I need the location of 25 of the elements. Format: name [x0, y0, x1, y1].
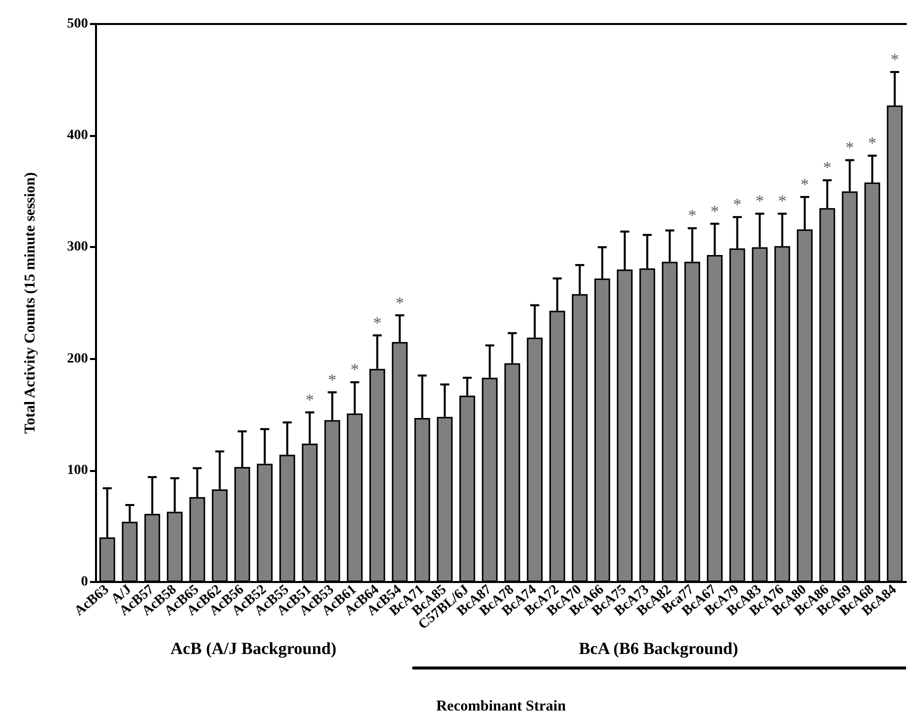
annotation: *: [710, 202, 719, 221]
annotation: *: [350, 360, 359, 380]
y-tick-label: 500: [67, 16, 88, 32]
x-axis-title: Recombinant Strain: [436, 698, 566, 714]
annotation: *: [800, 174, 809, 194]
y-tick-label: 0: [81, 574, 88, 590]
y-tick-label: 200: [67, 351, 88, 366]
annotation: *: [328, 370, 336, 390]
y-tick-label: 400: [67, 128, 88, 144]
y-axis-title: Total Activity Counts (15 minute session): [22, 172, 38, 434]
text: BcA (B6 Background): [578, 639, 738, 658]
annotation: *: [778, 192, 786, 211]
annotation: *: [688, 206, 696, 226]
annotation: *: [890, 50, 899, 69]
annotation: *: [733, 195, 742, 214]
annotation: *: [306, 390, 314, 410]
annotation: *: [373, 313, 382, 332]
annotation: *: [868, 134, 876, 153]
annotation: *: [756, 192, 764, 211]
annotation: *: [846, 138, 854, 158]
annotation: *: [823, 158, 832, 178]
annotation: *: [396, 293, 404, 312]
y-tick-label: 100: [67, 462, 88, 478]
text: AcB (A/J Background): [170, 639, 336, 658]
y-tick-label: 300: [67, 240, 88, 255]
